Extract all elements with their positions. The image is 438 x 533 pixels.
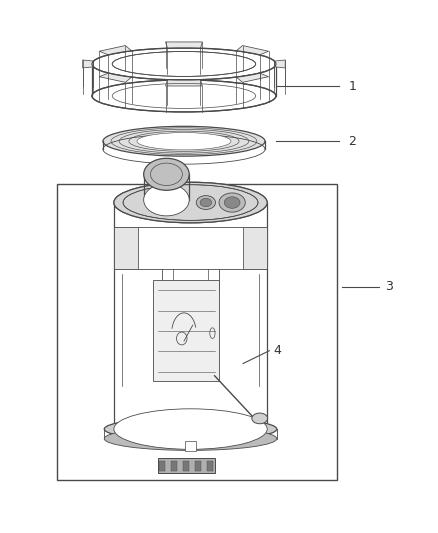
Polygon shape [237, 45, 268, 55]
Ellipse shape [200, 198, 212, 207]
Ellipse shape [144, 184, 189, 216]
Bar [114, 203, 267, 429]
Bar [159, 461, 165, 471]
Bar [185, 441, 196, 451]
Polygon shape [99, 73, 131, 83]
Polygon shape [275, 60, 285, 68]
Polygon shape [99, 45, 131, 55]
Bar [114, 227, 138, 269]
Polygon shape [166, 80, 202, 86]
Polygon shape [166, 42, 202, 48]
Bar [207, 461, 213, 471]
Bar [243, 227, 267, 269]
Text: 1: 1 [348, 80, 356, 93]
Bar [171, 461, 177, 471]
Ellipse shape [104, 417, 277, 441]
Bar [183, 461, 189, 471]
Ellipse shape [252, 413, 268, 424]
Ellipse shape [103, 126, 265, 156]
Ellipse shape [104, 427, 277, 450]
Bar [158, 458, 215, 473]
Text: 4: 4 [274, 344, 282, 357]
Polygon shape [83, 60, 93, 68]
Bar [57, 184, 337, 480]
Ellipse shape [224, 197, 240, 208]
Ellipse shape [219, 193, 245, 212]
Ellipse shape [114, 409, 267, 449]
Ellipse shape [144, 158, 189, 190]
Text: 2: 2 [348, 135, 356, 148]
Bar [195, 461, 201, 471]
Ellipse shape [196, 196, 215, 209]
Ellipse shape [137, 133, 231, 150]
Polygon shape [237, 73, 268, 83]
Text: 3: 3 [385, 280, 393, 293]
Ellipse shape [90, 78, 278, 113]
Ellipse shape [114, 182, 267, 223]
Bar [153, 280, 219, 381]
Polygon shape [92, 64, 276, 96]
Ellipse shape [114, 182, 267, 223]
